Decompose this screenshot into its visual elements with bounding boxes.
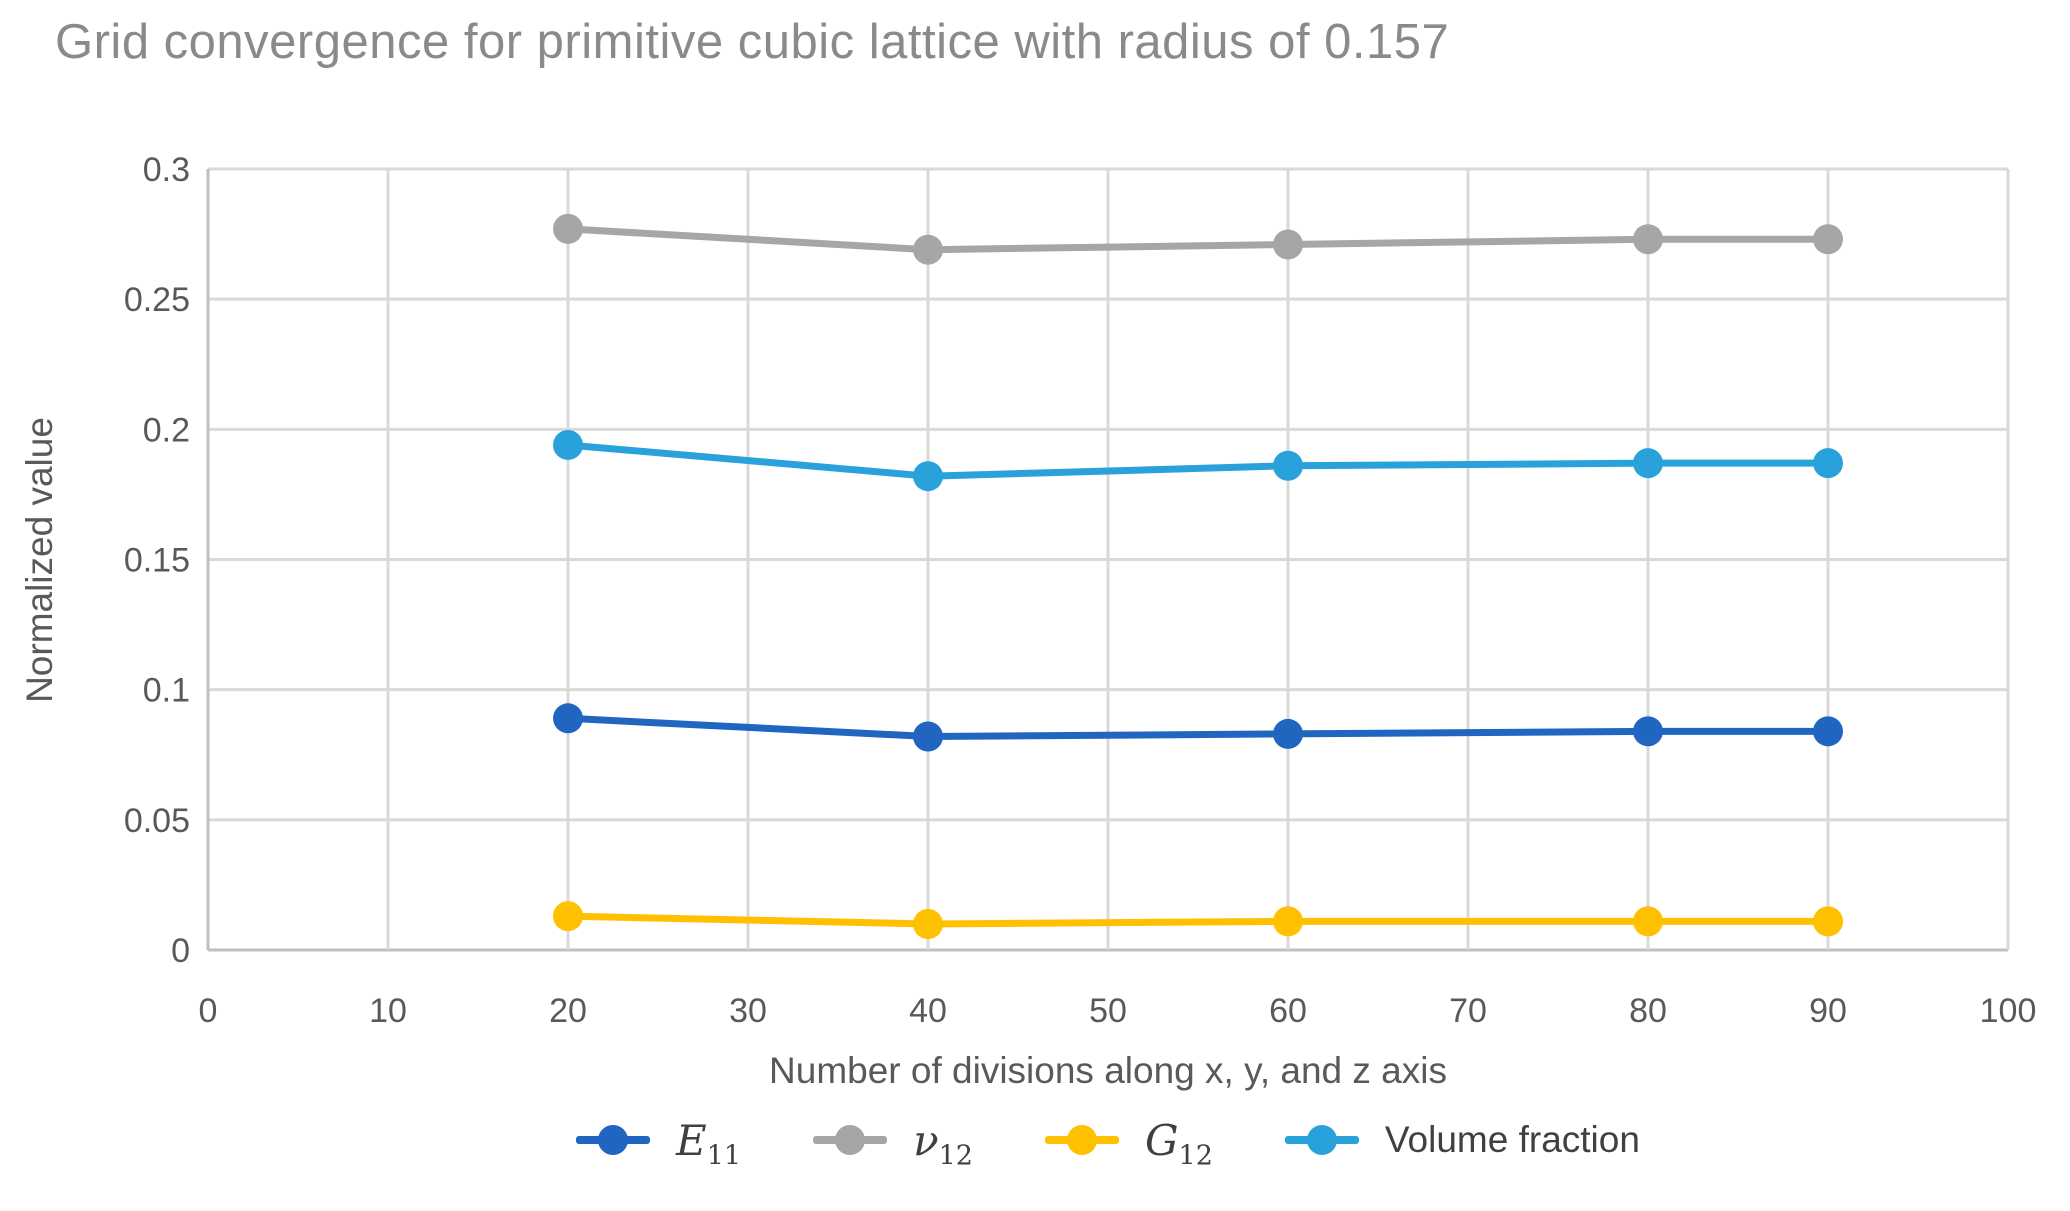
data-point-G12	[913, 908, 943, 939]
x-tick-label: 30	[729, 992, 767, 1030]
y-tick-label: 0.1	[143, 672, 190, 710]
legend-marker-icon	[1044, 1125, 1119, 1155]
legend-marker-icon	[1284, 1125, 1359, 1155]
data-point-E11	[1813, 716, 1843, 747]
data-point-E11	[913, 721, 943, 752]
legend-item-nu12: ν12	[813, 1115, 973, 1171]
data-point-Volume fraction	[1633, 448, 1663, 479]
data-point-G12	[553, 901, 583, 932]
data-point-nu12	[1633, 224, 1663, 255]
legend-label-E11: E11	[676, 1115, 742, 1171]
y-tick-label: 0.15	[124, 542, 190, 580]
legend-dot-icon	[835, 1125, 866, 1155]
x-tick-label: 60	[1269, 992, 1307, 1030]
y-tick-label: 0.2	[143, 411, 190, 449]
y-tick-label: 0.25	[124, 281, 190, 319]
data-point-Volume fraction	[553, 429, 583, 460]
data-point-G12	[1273, 906, 1303, 937]
legend-item-Volume fraction: Volume fraction	[1284, 1119, 1640, 1161]
legend-marker-icon	[813, 1125, 888, 1155]
data-point-E11	[1273, 718, 1303, 749]
data-point-Volume fraction	[913, 461, 943, 492]
data-point-nu12	[1273, 229, 1303, 260]
x-tick-label: 0	[199, 992, 218, 1030]
data-point-E11	[553, 703, 583, 734]
x-tick-label: 50	[1089, 992, 1127, 1030]
legend-label-nu12: ν12	[913, 1115, 973, 1171]
legend-item-G12: G12	[1044, 1115, 1213, 1171]
x-tick-label: 90	[1809, 992, 1847, 1030]
data-point-Volume fraction	[1813, 448, 1843, 479]
legend-item-E11: E11	[576, 1115, 742, 1171]
legend-dot-icon	[1306, 1125, 1337, 1155]
y-tick-label: 0.05	[124, 802, 190, 840]
data-point-nu12	[913, 234, 943, 265]
legend-label-Volume fraction: Volume fraction	[1384, 1119, 1640, 1160]
chart-legend: E11 ν12 G12 Volume fraction	[208, 1098, 2008, 1182]
y-tick-label: 0.3	[143, 151, 190, 189]
legend-marker-icon	[576, 1125, 651, 1155]
data-point-nu12	[1813, 224, 1843, 255]
data-point-G12	[1813, 906, 1843, 937]
data-point-Volume fraction	[1273, 450, 1303, 481]
data-point-nu12	[553, 213, 583, 244]
x-tick-label: 80	[1629, 992, 1667, 1030]
x-tick-label: 10	[369, 992, 407, 1030]
legend-label-G12: G12	[1144, 1115, 1213, 1171]
chart-title: Grid convergence for primitive cubic lat…	[55, 15, 1450, 69]
x-tick-label: 70	[1449, 992, 1487, 1030]
legend-dot-icon	[1066, 1125, 1097, 1155]
data-point-G12	[1633, 906, 1663, 937]
legend-dot-icon	[598, 1125, 629, 1155]
x-tick-label: 100	[1980, 992, 2037, 1030]
x-tick-label: 20	[549, 992, 587, 1030]
data-point-E11	[1633, 716, 1663, 747]
x-tick-label: 40	[909, 992, 947, 1030]
y-tick-label: 0	[171, 932, 190, 970]
x-axis-title: Number of divisions along x, y, and z ax…	[769, 1050, 1447, 1091]
